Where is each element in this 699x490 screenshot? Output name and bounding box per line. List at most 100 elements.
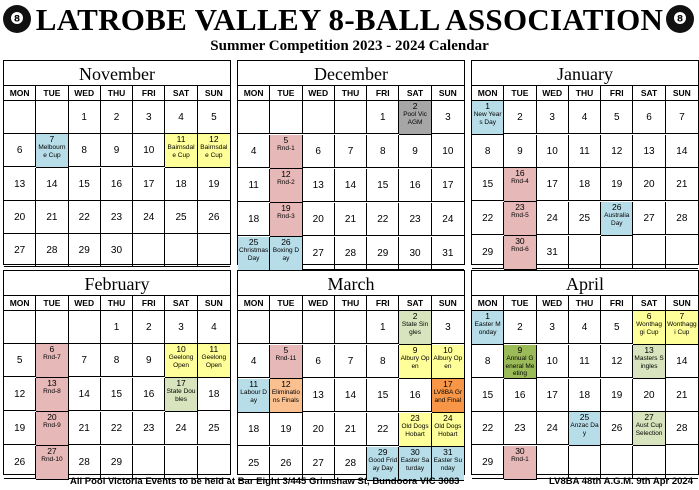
day-header: WED [302, 296, 335, 311]
day-cell: 13 [302, 169, 335, 202]
day-number: 12 [209, 134, 219, 144]
day-header: THU [100, 86, 134, 101]
empty-cell [197, 234, 230, 267]
day-header: THU [568, 296, 602, 311]
day-cell: 22 [100, 412, 134, 445]
day-cell: 18 [568, 379, 602, 412]
day-number: 6 [49, 344, 55, 354]
day-number: 1 [485, 311, 490, 321]
day-number: 16 [515, 168, 525, 178]
event-note: Masters Singles [634, 355, 664, 370]
day-number: 29 [378, 447, 388, 457]
day-header: SUN [197, 86, 230, 101]
empty-cell [665, 446, 698, 479]
day-header: SUN [197, 296, 230, 311]
day-number: 31 [443, 447, 453, 457]
day-number: 17 [443, 379, 453, 389]
day-cell: 22 [367, 413, 400, 446]
day-cell: 3 [536, 311, 569, 344]
month-name: November [4, 61, 230, 86]
day-cell: 16 [399, 379, 432, 412]
event-note: Eliminations Finals [271, 389, 301, 404]
day-cell: 1 [100, 311, 134, 344]
event-cell: 27 Rnd-10 [36, 446, 69, 480]
event-note: Rnd-5 [511, 212, 529, 219]
day-cell: 19 [270, 413, 303, 446]
day-header: SAT [399, 296, 432, 311]
day-number: 9 [517, 345, 523, 355]
day-cell: 31 [536, 236, 569, 269]
day-cell: 3 [536, 101, 569, 134]
event-cell: 1 New Years Day [472, 101, 505, 135]
event-cell: 7 Melbourne Cup [36, 134, 69, 168]
day-header: SUN [431, 296, 464, 311]
event-cell: 25 Anzac Day [568, 412, 602, 446]
day-number: 12 [281, 169, 291, 179]
day-cell: 2 [504, 311, 537, 344]
day-cell: 1 [68, 101, 101, 134]
event-note: Bairnsdale Cup [200, 144, 228, 159]
day-cell: 19 [197, 168, 230, 201]
day-header: TUE [36, 86, 69, 101]
day-cell: 7 [665, 101, 698, 134]
footer-venue: All Pool Victoria Events to be held at B… [70, 476, 460, 487]
event-cell: 20 Rnd-9 [36, 412, 69, 446]
event-cell: 5 Rnd-1 [270, 135, 303, 169]
day-cell: 10 [133, 134, 166, 167]
day-number: 11 [176, 134, 186, 144]
event-cell: 23 Rnd-5 [504, 202, 537, 236]
empty-cell [238, 311, 271, 344]
day-cell: 27 [4, 234, 37, 267]
day-cell: 20 [302, 413, 335, 446]
event-note: Anzac Day [570, 422, 599, 437]
event-cell: 1 Easter Monday [472, 311, 505, 345]
event-cell: 5 Rnd-11 [270, 345, 303, 379]
day-cell: 15 [472, 168, 505, 201]
month-name: January [472, 61, 698, 86]
month-grid: MON TUE WED THU FRI SAT SUN 1 2 3 4 5 6 Rnd-7 7 8 9 10 Gee… [4, 296, 230, 480]
day-cell: 29 [100, 446, 134, 479]
day-number: 2 [412, 311, 418, 321]
day-cell: 12 [4, 378, 37, 411]
event-cell: 12 Rnd-2 [270, 169, 303, 203]
event-cell: 2 Pool Vic AGM [399, 101, 432, 135]
day-header: WED [68, 86, 101, 101]
event-note: Rnd-6 [511, 246, 529, 253]
day-header: FRI [601, 296, 634, 311]
day-cell: 26 [4, 446, 37, 479]
event-note: Wonthaggi Cup [636, 321, 663, 336]
empty-cell [633, 446, 666, 479]
event-note: Rnd-11 [275, 355, 297, 362]
event-cell: 10 Geelong Open [165, 344, 198, 378]
day-cell: 3 [431, 101, 464, 134]
day-number: 30 [515, 446, 525, 456]
event-note: Old Dogs Hobart [401, 423, 429, 438]
event-note: State Singles [401, 321, 429, 336]
day-cell: 8 [68, 134, 101, 167]
month-name: March [238, 271, 464, 296]
day-header: THU [100, 296, 134, 311]
month-name: February [4, 271, 230, 296]
day-header: SAT [633, 86, 666, 101]
day-cell: 20 [4, 201, 37, 234]
event-note: Wonthaggi Cup [667, 321, 697, 336]
day-cell: 9 [399, 135, 432, 168]
day-header: FRI [601, 86, 634, 101]
day-cell: 10 [431, 135, 464, 168]
event-note: Rnd-9 [43, 422, 61, 429]
day-number: 30 [410, 447, 420, 457]
day-cell: 14 [665, 345, 698, 378]
day-cell: 16 [504, 379, 537, 412]
month-grid: MON TUE WED THU FRI SAT SUN 1 Easter Monday 2 3 4 5 6… [472, 296, 698, 480]
day-cell: 21 [665, 379, 698, 412]
day-header: TUE [270, 296, 303, 311]
day-cell: 14 [334, 379, 368, 412]
day-header: MON [472, 86, 505, 101]
day-cell: 24 [431, 203, 464, 236]
day-cell: 23 [133, 412, 166, 445]
day-cell: 15 [100, 378, 134, 411]
event-cell: 26 Australia Day [601, 202, 634, 236]
day-cell: 8 [367, 345, 400, 378]
event-cell: 7 Wonthaggi Cup [665, 311, 698, 345]
